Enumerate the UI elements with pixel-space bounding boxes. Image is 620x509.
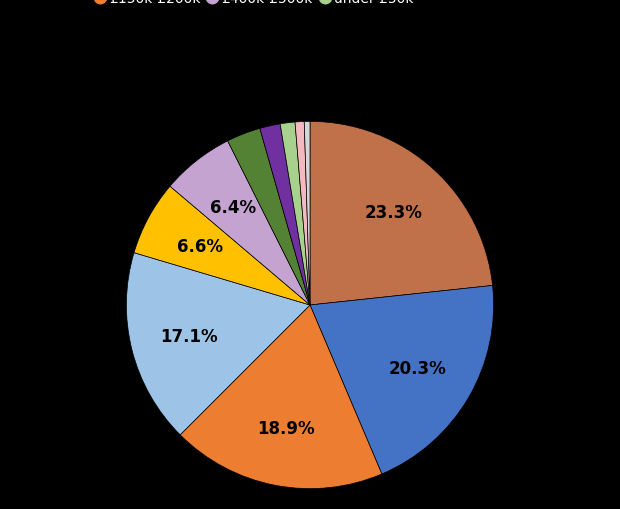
Wedge shape <box>310 122 492 305</box>
Wedge shape <box>180 305 382 489</box>
Text: 23.3%: 23.3% <box>365 204 422 222</box>
Wedge shape <box>228 129 310 305</box>
Text: 20.3%: 20.3% <box>389 359 446 378</box>
Text: 17.1%: 17.1% <box>160 327 218 345</box>
Wedge shape <box>126 253 310 435</box>
Legend: £200k-£250k, £300k-£400k, £150k-£200k, £250k-£300k, £100k-£150k, £400k-£500k, £5: £200k-£250k, £300k-£400k, £150k-£200k, £… <box>92 0 528 10</box>
Wedge shape <box>304 122 310 305</box>
Wedge shape <box>170 142 310 305</box>
Wedge shape <box>280 123 310 305</box>
Wedge shape <box>260 125 310 305</box>
Text: 6.6%: 6.6% <box>177 237 223 255</box>
Text: 6.4%: 6.4% <box>210 199 256 216</box>
Wedge shape <box>295 122 310 305</box>
Text: 18.9%: 18.9% <box>257 419 315 437</box>
Wedge shape <box>310 286 494 474</box>
Wedge shape <box>134 187 310 305</box>
